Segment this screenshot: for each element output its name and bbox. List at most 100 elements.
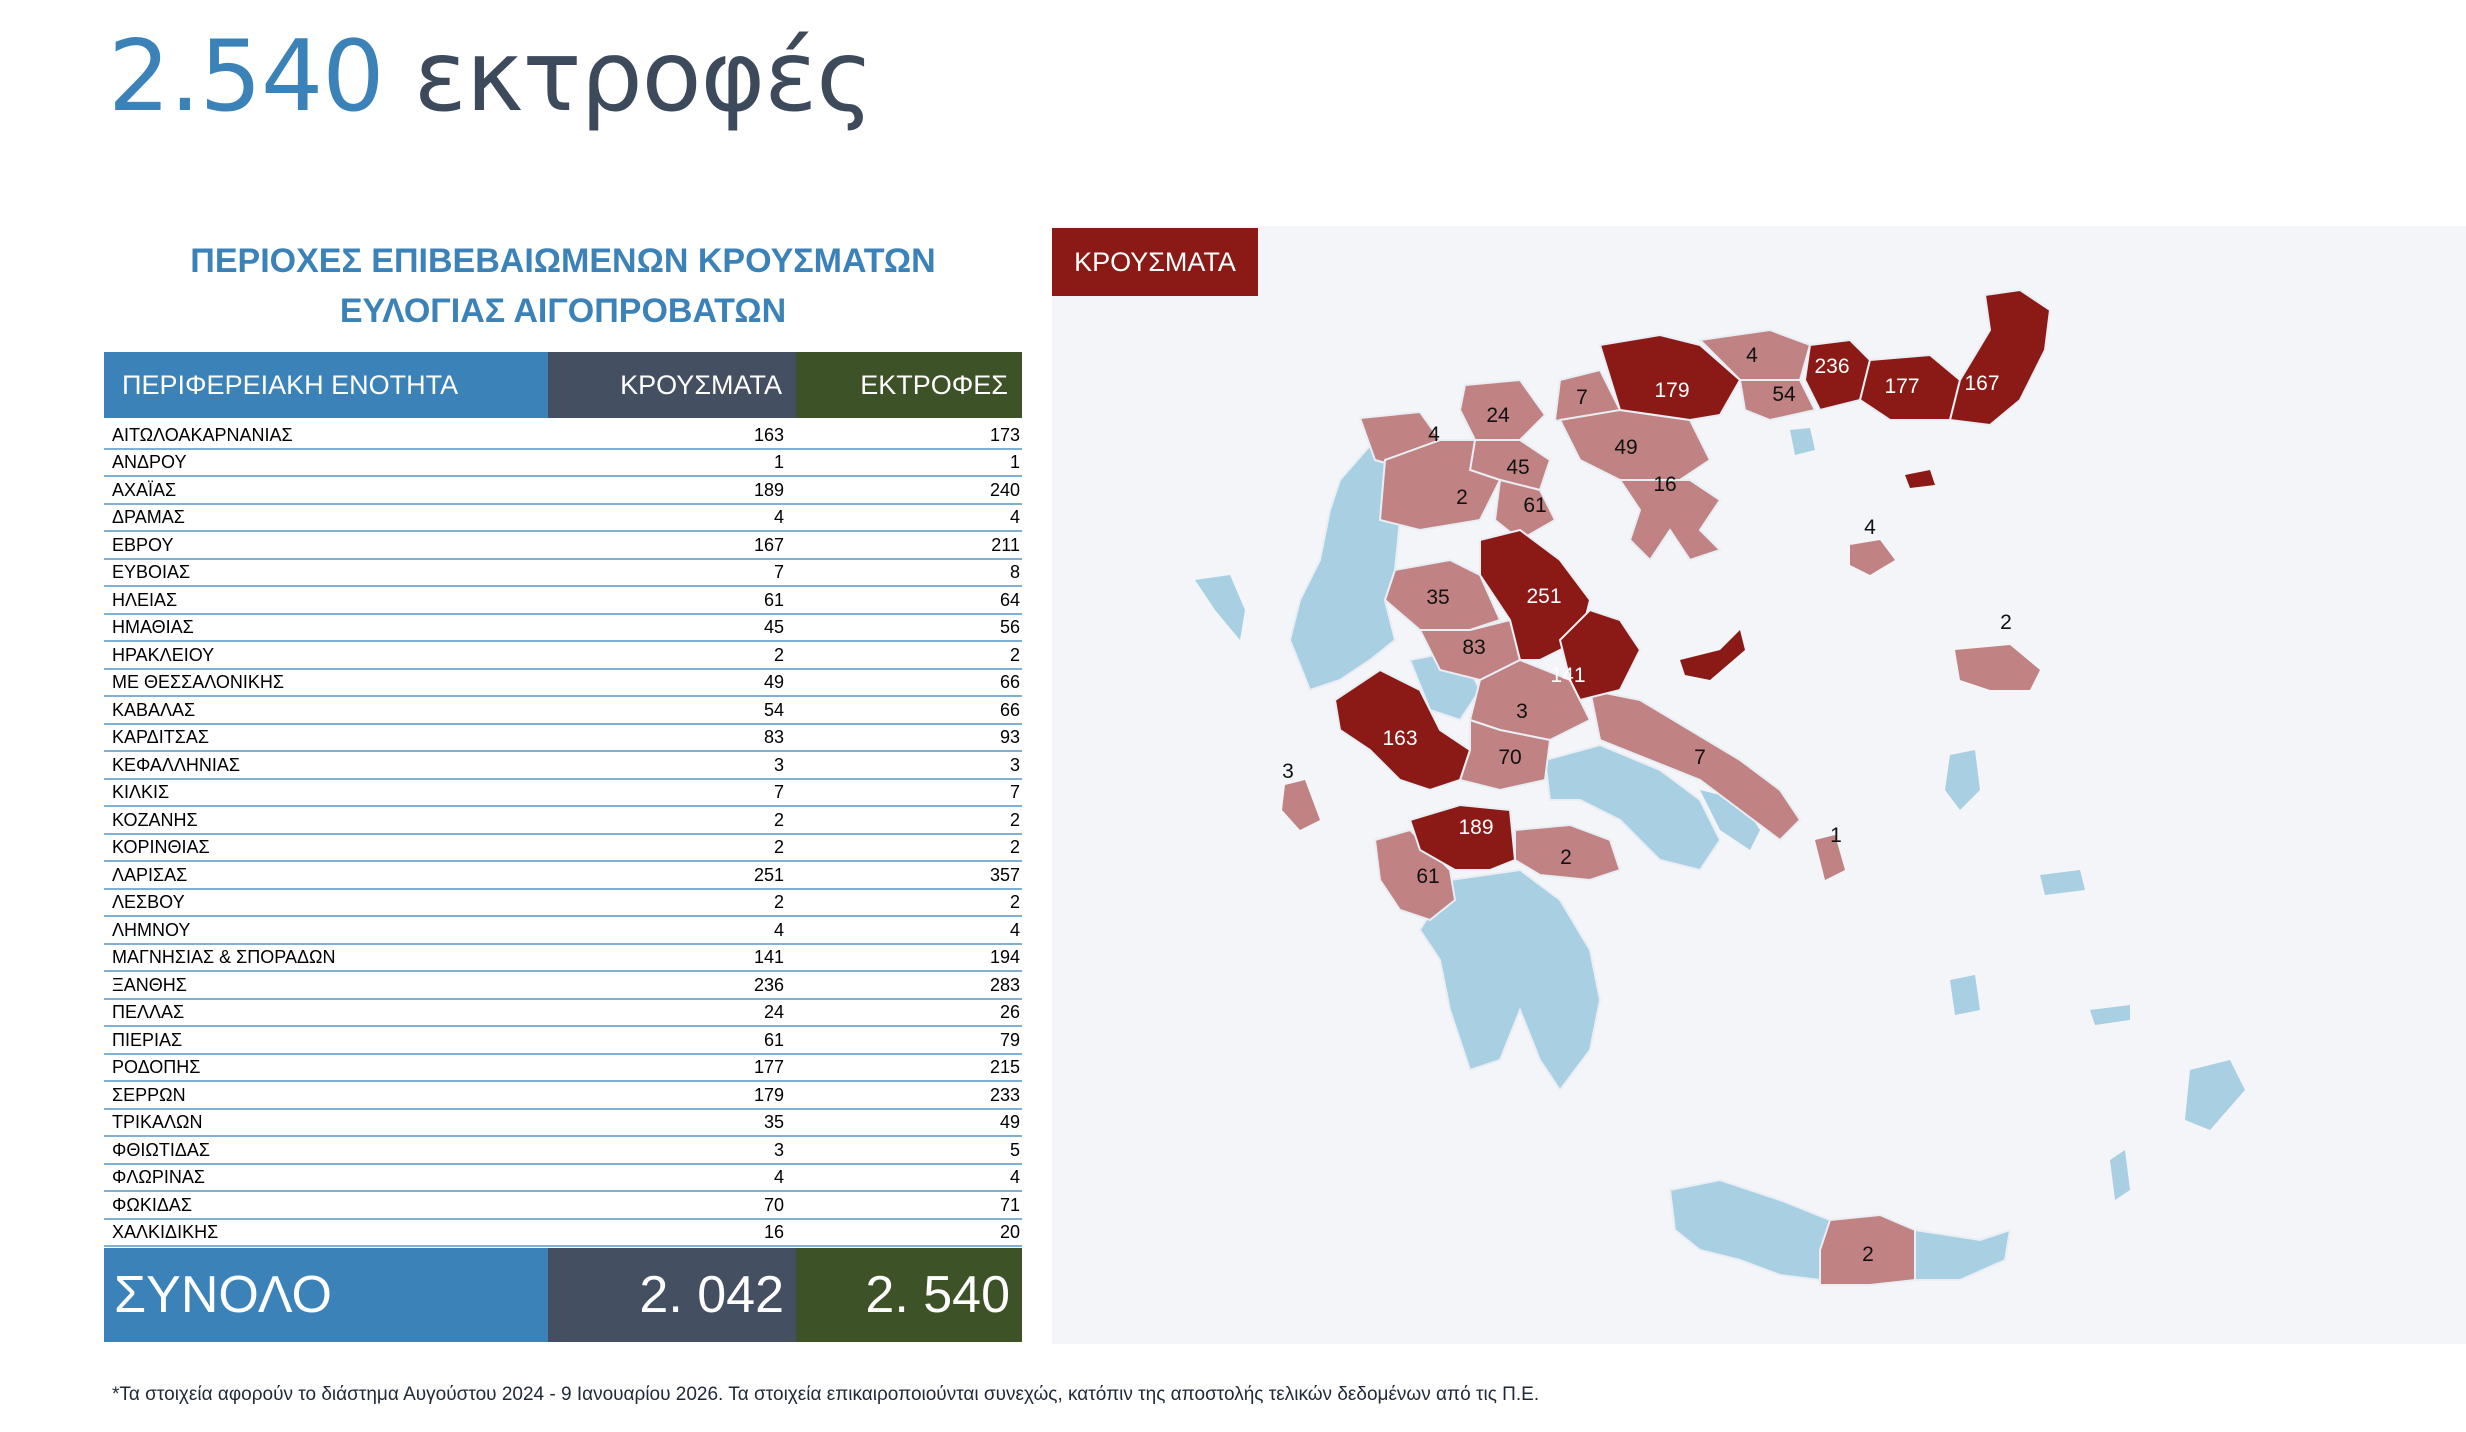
cell-farms: 3: [1009, 754, 1020, 775]
cell-region: ΕΒΡΟΥ: [112, 534, 174, 555]
cell-region: ΦΛΩΡΙΝΑΣ: [112, 1167, 205, 1187]
map-label-karditsa: 83: [1462, 636, 1485, 659]
region-pieria: [1493, 478, 1557, 542]
cell-farms: 4: [1009, 1167, 1020, 1187]
region-corfu: [1195, 575, 1245, 640]
table-body: ΑΙΤΩΛΟΑΚΑΡΝΑΝΙΑΣ 163 173 ΑΝΔΡΟΥ 1 1 ΑΧΑΪΑΣ 189 2…: [104, 422, 1022, 1247]
cell-cases: 189: [753, 479, 784, 500]
table-row: ΧΑΛΚΙΔΙΚΗΣ 16 20: [104, 1220, 1022, 1247]
region-andros: [1815, 835, 1845, 880]
table-row: ΚΕΦΑΛΛΗΝΙΑΣ 3 3: [104, 752, 1022, 780]
cell-farms: 233: [989, 1084, 1020, 1105]
cell-cases: 2: [773, 809, 784, 830]
table-row: ΚΟΖΑΝΗΣ 2 2: [104, 807, 1022, 835]
cell-region: ΠΙΕΡΙΑΣ: [112, 1029, 183, 1050]
cell-cases: 54: [763, 699, 784, 720]
cell-region: ΚΟΡΙΝΘΙΑΣ: [112, 837, 210, 857]
region-crete-east: [1914, 1228, 2012, 1281]
cell-region: ΛΗΜΝΟΥ: [112, 919, 191, 940]
map-label-aitoloakarnania: 163: [1382, 727, 1417, 750]
cell-region: ΔΡΑΜΑΣ: [112, 507, 185, 527]
cell-cases: 2: [773, 892, 784, 912]
region-serres: [1598, 333, 1742, 422]
table-row: ΚΑΒΑΛΑΣ 54 66: [104, 697, 1022, 725]
cell-region: ΚΟΖΑΝΗΣ: [112, 809, 198, 830]
map-label-magnisia: 141: [1550, 664, 1585, 687]
table-row: ΑΝΔΡΟΥ 1 1: [104, 450, 1022, 477]
table-row: ΚΑΡΔΙΤΣΑΣ 83 93: [104, 725, 1022, 752]
cell-cases: 163: [753, 424, 784, 445]
map-label-xanthi: 236: [1814, 355, 1849, 378]
table-row: ΑΧΑΪΑΣ 189 240: [104, 477, 1022, 505]
region-achaia: [1408, 803, 1517, 871]
map-label-evros: 167: [1964, 372, 1999, 395]
page-headline: 2.540 εκτροφές: [108, 28, 874, 126]
cell-cases: 179: [753, 1084, 784, 1105]
map-label-kefallinia: 3: [1282, 760, 1294, 783]
region-korinthia: [1514, 823, 1622, 882]
map-label-drama: 4: [1746, 344, 1758, 367]
map-label-trikala: 35: [1426, 586, 1449, 609]
cell-cases: 7: [773, 562, 784, 582]
cell-region: ΤΡΙΚΑΛΩΝ: [112, 1112, 203, 1132]
cell-region: ΑΧΑΪΑΣ: [112, 479, 177, 500]
region-larisa: [1479, 528, 1592, 661]
cell-region: ΧΑΛΚΙΔΙΚΗΣ: [112, 1222, 219, 1242]
cell-cases: 177: [753, 1057, 784, 1077]
cell-cases: 3: [773, 754, 784, 775]
map-label-ilia: 61: [1416, 865, 1439, 888]
cell-region: ΚΙΛΚΙΣ: [112, 782, 170, 802]
region-cyclades-naxos: [1950, 975, 1980, 1015]
cell-region: ΦΩΚΙΔΑΣ: [112, 1194, 192, 1215]
cell-region: ΑΙΤΩΛΟΑΚΑΡΝΑΝΙΑΣ: [112, 424, 293, 445]
cell-farms: 2: [1009, 837, 1020, 857]
map-label-chalkidiki: 16: [1653, 473, 1676, 496]
cell-farms: 2: [1009, 809, 1020, 830]
table-row: ΜΕ ΘΕΣΣΑΛΟΝΙΚΗΣ 49 66: [104, 670, 1022, 697]
cell-farms: 215: [989, 1057, 1020, 1077]
table-title-line-2: ΕΥΛΟΓΙΑΣ ΑΙΓΟΠΡΟΒΑΤΩΝ: [339, 292, 787, 330]
map-label-thessaloniki: 49: [1614, 436, 1637, 459]
cell-cases: 4: [773, 1167, 784, 1187]
cell-region: ΦΘΙΩΤΙΔΑΣ: [112, 1139, 210, 1160]
cell-cases: 251: [753, 864, 784, 885]
map-label-larisa: 251: [1526, 585, 1561, 608]
region-sporades: [1680, 630, 1745, 680]
cell-region: ΜΕ ΘΕΣΣΑΛΟΝΙΚΗΣ: [112, 672, 285, 692]
cell-farms: 64: [999, 589, 1020, 610]
region-trikala: [1383, 558, 1502, 631]
table-title: ΠΕΡΙΟΧΕΣ ΕΠΙΒΕΒΑΙΩΜΕΝΩΝ ΚΡΟΥΣΜΑΤΩΝ ΕΥΛΟΓ…: [104, 236, 1022, 336]
cell-cases: 3: [773, 1139, 784, 1160]
table-row: ΑΙΤΩΛΟΑΚΑΡΝΑΝΙΑΣ 163 173: [104, 422, 1022, 450]
cell-region: ΗΡΑΚΛΕΙΟΥ: [112, 644, 215, 665]
map-label-phthiotida: 3: [1516, 700, 1528, 723]
cell-cases: 4: [773, 507, 784, 527]
cell-region: ΑΝΔΡΟΥ: [112, 452, 187, 472]
region-rhodes: [2185, 1060, 2245, 1130]
cell-farms: 7: [1009, 782, 1020, 802]
map-label-rodopi: 177: [1884, 375, 1919, 398]
cell-cases: 61: [763, 1029, 784, 1050]
map-label-kavala: 54: [1772, 383, 1796, 406]
table-row: ΞΑΝΘΗΣ 236 283: [104, 972, 1022, 1000]
table-row: ΤΡΙΚΑΛΩΝ 35 49: [104, 1110, 1022, 1137]
cell-farms: 2: [1009, 892, 1020, 912]
map-regions: [1195, 288, 2245, 1286]
region-crete-west: [1668, 1178, 1832, 1282]
cell-cases: 45: [763, 617, 784, 637]
column-header-region: ΠΕΡΙΦΕΡΕΙΑΚΗ ΕΝΟΤΗΤΑ: [104, 352, 548, 418]
cell-farms: 56: [999, 617, 1020, 637]
map-label-achaia: 189: [1458, 816, 1493, 839]
cell-farms: 240: [989, 479, 1020, 500]
cell-cases: 141: [753, 947, 784, 967]
cell-farms: 173: [989, 424, 1020, 445]
cell-cases: 49: [763, 672, 784, 692]
region-euboea-south: [1700, 790, 1760, 850]
map-labels: 179 4 236 177 167 54 7 24 4 49 45 16 2 6…: [1282, 344, 2012, 1266]
map-label-florina: 4: [1428, 423, 1440, 446]
cell-region: ΗΜΑΘΙΑΣ: [112, 617, 194, 637]
cell-region: ΚΑΒΑΛΑΣ: [112, 699, 196, 720]
total-cases: 2. 042: [548, 1248, 796, 1342]
table-row: ΔΡΑΜΑΣ 4 4: [104, 505, 1022, 532]
cell-region: ΡΟΔΟΠΗΣ: [112, 1057, 201, 1077]
